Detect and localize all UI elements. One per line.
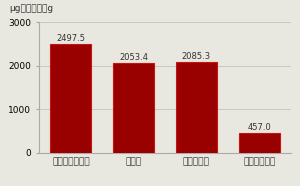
Text: 2085.3: 2085.3 <box>182 52 211 61</box>
Bar <box>239 133 280 153</box>
Text: 2497.5: 2497.5 <box>56 34 86 43</box>
Text: 2053.4: 2053.4 <box>119 53 148 62</box>
Bar <box>176 62 217 153</box>
Bar <box>113 63 154 153</box>
Text: μg／乾燥重释g: μg／乾燥重释g <box>9 4 53 13</box>
Text: 457.0: 457.0 <box>247 123 271 132</box>
Bar <box>50 44 91 153</box>
